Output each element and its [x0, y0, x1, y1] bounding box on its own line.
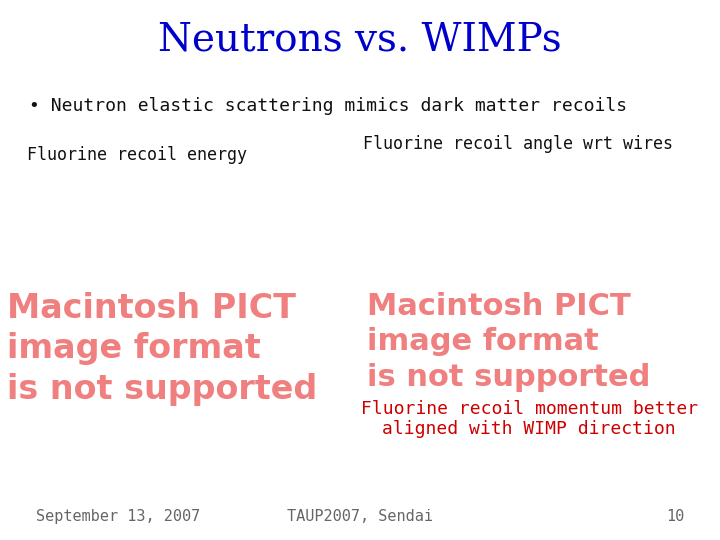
- Text: Fluorine recoil angle wrt wires: Fluorine recoil angle wrt wires: [364, 135, 673, 153]
- Text: 10: 10: [666, 509, 684, 524]
- Text: Macintosh PICT
image format
is not supported: Macintosh PICT image format is not suppo…: [7, 292, 318, 406]
- Text: Fluorine recoil momentum better
aligned with WIMP direction: Fluorine recoil momentum better aligned …: [361, 400, 698, 438]
- Text: TAUP2007, Sendai: TAUP2007, Sendai: [287, 509, 433, 524]
- Text: • Neutron elastic scattering mimics dark matter recoils: • Neutron elastic scattering mimics dark…: [29, 97, 627, 115]
- Text: Fluorine recoil energy: Fluorine recoil energy: [27, 146, 247, 164]
- Text: Neutrons vs. WIMPs: Neutrons vs. WIMPs: [158, 22, 562, 59]
- Text: Macintosh PICT
image format
is not supported: Macintosh PICT image format is not suppo…: [367, 292, 651, 393]
- Text: September 13, 2007: September 13, 2007: [36, 509, 200, 524]
